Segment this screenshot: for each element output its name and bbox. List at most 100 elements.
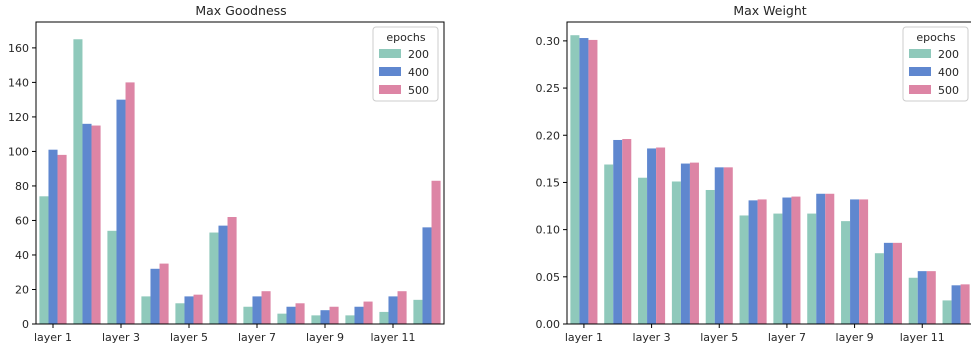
plot-frame: [566, 21, 971, 325]
bar-200-layer-3: [107, 230, 117, 324]
bar-200-layer-11: [379, 311, 389, 324]
x-tick-label: layer 3: [102, 331, 140, 344]
bar-400-layer-9: [320, 310, 330, 324]
y-tick-label: 120: [8, 111, 29, 124]
bar-500-layer-7: [261, 291, 271, 324]
y-tick-label: 80: [15, 180, 29, 193]
legend-box: [902, 26, 969, 102]
bar-400-layer-5: [184, 296, 194, 324]
bar-500-layer-11: [397, 291, 407, 324]
x-tick-label: layer 7: [238, 331, 276, 344]
bar-400-layer-7: [782, 197, 792, 324]
legend-swatch-400: [379, 67, 401, 76]
bar-400-layer-5: [714, 167, 724, 324]
bar-group: [39, 39, 441, 325]
x-tick-label: layer 11: [370, 331, 415, 344]
bar-500-layer-2: [622, 139, 632, 324]
bar-group: [570, 35, 970, 325]
legend-swatch-200: [379, 49, 401, 58]
bar-200-layer-11: [908, 277, 918, 324]
y-tick-label: 0.30: [536, 35, 561, 48]
legend-label-500: 500: [408, 84, 429, 97]
legend-title: epochs: [386, 31, 425, 44]
x-tick-label: layer 9: [836, 331, 874, 344]
legend-label-400: 400: [408, 66, 429, 79]
bar-400-layer-4: [150, 268, 160, 324]
bar-200-layer-2: [73, 39, 83, 324]
y-tick-label: 140: [8, 76, 29, 89]
bar-500-layer-9: [859, 199, 869, 324]
bar-500-layer-10: [892, 242, 902, 324]
bar-200-layer-8: [807, 213, 817, 324]
bar-200-layer-6: [739, 215, 749, 324]
bar-200-layer-9: [841, 221, 851, 324]
x-tick-label: layer 3: [633, 331, 671, 344]
y-tick-label: 20: [15, 283, 29, 296]
bar-400-layer-11: [917, 271, 927, 324]
x-tick-label: layer 1: [34, 331, 72, 344]
legend-title: epochs: [916, 31, 955, 44]
legend: epochs 200 400 500: [902, 26, 969, 102]
bar-500-layer-10: [363, 301, 373, 324]
bar-400-layer-3: [116, 99, 126, 324]
bar-200-layer-12: [942, 300, 952, 324]
bar-500-layer-12: [960, 284, 970, 324]
bar-200-layer-8: [277, 313, 287, 324]
chart-title: Max Weight: [733, 3, 806, 18]
legend-box: [372, 26, 439, 102]
plot-frame: [35, 21, 445, 325]
bar-200-layer-9: [311, 315, 321, 324]
bar-500-layer-9: [329, 306, 339, 324]
legend-swatch-500: [909, 85, 931, 94]
bar-500-layer-2: [91, 125, 101, 324]
bar-200-layer-3: [638, 177, 648, 324]
x-tick-label: layer 7: [768, 331, 806, 344]
bar-500-layer-5: [723, 167, 733, 324]
bar-400-layer-2: [613, 139, 623, 324]
bar-400-layer-8: [816, 193, 826, 324]
bar-400-layer-1: [579, 38, 589, 324]
y-tick-label: 0.00: [536, 318, 561, 331]
bar-400-layer-1: [48, 149, 58, 324]
y-tick-label: 0.15: [536, 176, 561, 189]
y-tick-label: 0.20: [536, 129, 561, 142]
bar-500-layer-1: [57, 154, 67, 324]
bar-400-layer-12: [951, 285, 961, 324]
bar-400-layer-7: [252, 296, 262, 324]
y-tick-label: 0.25: [536, 82, 561, 95]
y-tick-label: 100: [8, 145, 29, 158]
bar-200-layer-1: [570, 35, 580, 325]
bar-200-layer-5: [175, 303, 185, 324]
x-tick-label: layer 5: [700, 331, 738, 344]
x-axis: layer 1 layer 3 layer 5 layer 7 layer 9 layer…: [34, 324, 416, 344]
bar-500-layer-7: [791, 196, 801, 324]
y-axis: 0.00 0.05 0.10 0.15 0.20 0.25 0.30: [536, 35, 567, 331]
bar-400-layer-3: [647, 148, 657, 324]
y-tick-label: 60: [15, 214, 29, 227]
bar-200-layer-1: [39, 196, 49, 324]
y-tick-label: 0.10: [536, 224, 561, 237]
bar-200-layer-6: [209, 232, 219, 324]
bar-500-layer-6: [757, 199, 767, 324]
chart-max-weight: Max Weight 0.000.050.100.150.200.250.30 …: [536, 3, 971, 344]
bar-400-layer-4: [680, 163, 690, 324]
y-axis: 0 20 40 60 80 100 120 140 160: [8, 42, 36, 331]
bar-500-layer-3: [125, 82, 135, 325]
legend: epochs 200 400 500: [372, 26, 439, 102]
legend-label-200: 200: [408, 48, 429, 61]
bar-500-layer-4: [689, 162, 699, 324]
legend-swatch-500: [379, 85, 401, 94]
legend-swatch-200: [909, 49, 931, 58]
bar-400-layer-10: [883, 242, 893, 324]
legend-label-400: 400: [938, 66, 959, 79]
bar-400-layer-8: [286, 306, 296, 324]
x-tick-label: layer 9: [306, 331, 344, 344]
legend-label-500: 500: [938, 84, 959, 97]
bar-500-layer-3: [656, 147, 666, 324]
bar-200-layer-12: [413, 299, 423, 324]
bar-200-layer-4: [671, 181, 681, 324]
bar-200-layer-5: [705, 189, 715, 324]
y-tick-label: 40: [15, 249, 29, 262]
bar-200-layer-10: [874, 253, 884, 324]
x-tick-label: layer 11: [900, 331, 945, 344]
